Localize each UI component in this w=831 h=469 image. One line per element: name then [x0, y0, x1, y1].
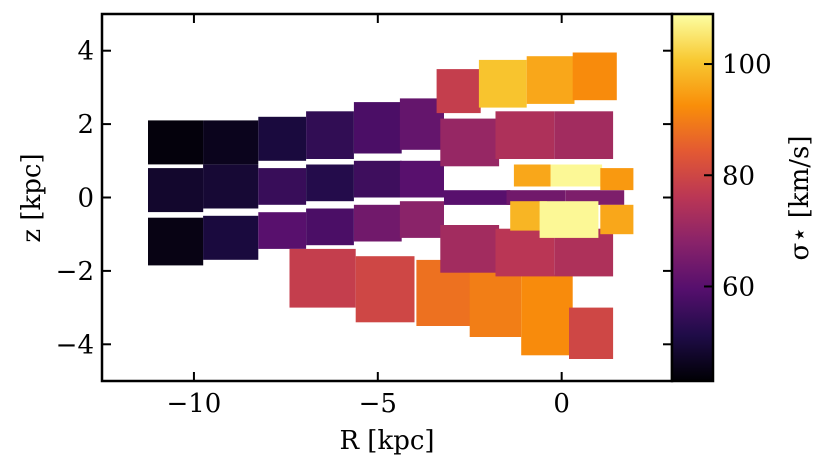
velocity-dispersion-map — [148, 52, 634, 359]
y-tick-label: 2 — [77, 110, 94, 140]
map-cell — [600, 168, 634, 191]
x-axis: −10 −5 0 — [166, 14, 570, 419]
map-cell — [353, 160, 402, 198]
map-cell — [289, 248, 356, 308]
map-cell — [554, 111, 614, 159]
colorbar-label: σ⋆ [km/s] — [785, 135, 815, 260]
map-cell — [569, 307, 614, 359]
map-cell — [306, 111, 354, 159]
map-cell — [478, 59, 527, 108]
x-tick-label: −5 — [359, 389, 397, 419]
map-cell — [539, 201, 599, 238]
map-cell — [526, 56, 575, 104]
map-cell — [353, 102, 402, 154]
y-axis-label: z [kpc] — [17, 153, 47, 242]
map-cell — [148, 168, 204, 213]
y-tick-label: −4 — [56, 330, 94, 360]
colorbar-tick-label: 100 — [722, 50, 772, 80]
map-cell — [436, 69, 481, 114]
colorbar-frame — [670, 12, 715, 383]
map-cell — [513, 164, 551, 187]
x-tick-label: 0 — [553, 389, 570, 419]
map-cell — [148, 120, 204, 165]
colorbar-axis: 60 80 100 — [704, 50, 772, 302]
x-tick-label: −10 — [166, 389, 221, 419]
map-cell — [440, 225, 500, 273]
map-cell — [148, 217, 204, 266]
map-cell — [399, 201, 444, 238]
map-cell — [399, 160, 444, 198]
y-axis: −4 −2 0 2 4 — [56, 37, 672, 360]
map-cell — [444, 190, 511, 205]
map-cell — [550, 164, 603, 187]
y-tick-label: 4 — [77, 37, 94, 67]
colorbar-tick-label: 80 — [722, 161, 755, 191]
map-cell — [306, 208, 354, 246]
colorbar-gradient — [672, 14, 713, 381]
map-cell — [258, 116, 307, 161]
map-cell — [203, 215, 259, 260]
map-cell — [353, 204, 402, 242]
y-tick-label: −2 — [56, 257, 94, 287]
colorbar-tick-label: 60 — [722, 272, 755, 302]
x-axis-label: R [kpc] — [339, 426, 434, 456]
map-cell — [469, 270, 522, 337]
map-cell — [495, 111, 555, 159]
map-cell — [600, 204, 634, 235]
map-cell — [306, 164, 354, 202]
map-cell — [572, 52, 617, 101]
map-cell — [521, 274, 573, 356]
map-cell — [440, 118, 500, 167]
map-cell — [258, 212, 307, 249]
y-tick-label: 0 — [77, 184, 94, 214]
map-cell — [203, 164, 259, 209]
map-cell — [258, 168, 307, 205]
map-cell — [355, 256, 415, 323]
map-cell — [203, 120, 259, 165]
